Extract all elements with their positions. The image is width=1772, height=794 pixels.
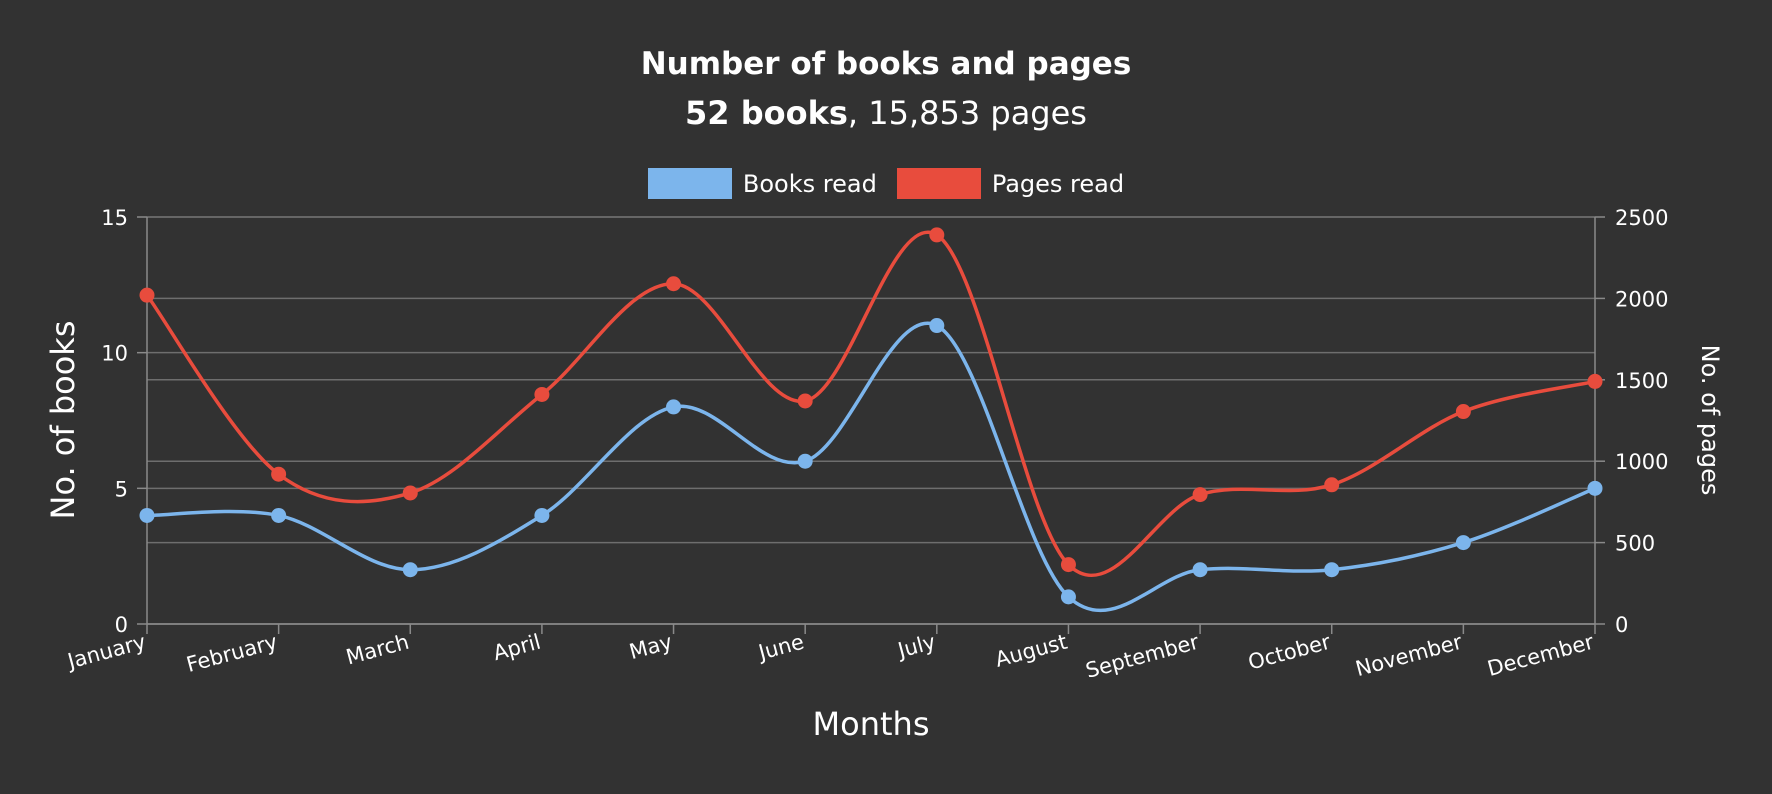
x-tick-label-july: July (893, 630, 938, 663)
data-point-pages-read-october (1324, 477, 1340, 493)
data-point-books-read-july (929, 318, 945, 334)
chart-subtitle: 52 books, 15,853 pages (0, 94, 1772, 132)
data-point-pages-read-january (139, 287, 155, 303)
data-point-books-read-june (797, 453, 813, 469)
data-point-pages-read-july (929, 227, 945, 243)
data-point-pages-read-march (402, 485, 418, 501)
y-axis-title-left: No. of books (44, 321, 82, 520)
subtitle-pages: , 15,853 pages (847, 94, 1087, 132)
legend-label-pages: Pages read (991, 169, 1125, 198)
data-point-books-read-september (1192, 562, 1208, 578)
data-point-books-read-august (1060, 589, 1076, 605)
y-tick-label-left: 5 (115, 477, 128, 501)
series-lines (145, 230, 1597, 613)
legend-item-pages[interactable]: Pages read (896, 168, 1125, 199)
x-tick-label-june: June (754, 630, 806, 666)
data-point-pages-read-may (666, 276, 682, 292)
x-tick-label-november: November (1353, 630, 1465, 682)
subtitle-books: 52 books (685, 94, 848, 132)
x-tick-label-january: January (63, 630, 148, 674)
data-point-books-read-may (666, 399, 682, 415)
x-tick-label-march: March (344, 630, 412, 670)
x-tick-label-april: April (491, 630, 544, 666)
axes: 0 5 10 15 0 500 1000 1500 2000 2500 January Februar… (63, 206, 1668, 683)
y-tick-label-left: 0 (115, 613, 128, 637)
legend-swatch-books (647, 168, 732, 199)
data-point-books-read-october (1324, 562, 1340, 578)
data-point-pages-read-april (534, 386, 550, 402)
x-tick-label-may: May (627, 630, 675, 664)
x-axis-title: Months (813, 705, 930, 743)
chart-title: Number of books and pages (640, 46, 1132, 82)
y-tick-label-left: 10 (101, 342, 128, 366)
x-tick-label-october: October (1246, 630, 1334, 675)
data-point-books-read-april (534, 507, 550, 523)
x-tick-label-february: February (184, 630, 280, 677)
data-point-pages-read-september (1192, 487, 1208, 503)
y-tick-label-right: 500 (1615, 532, 1655, 556)
data-point-books-read-november (1455, 535, 1471, 551)
data-point-pages-read-february (271, 466, 287, 482)
y-tick-label-right: 2000 (1615, 287, 1668, 311)
data-point-books-read-december (1587, 480, 1603, 496)
data-point-books-read-march (402, 562, 418, 578)
series-line-pages-read (145, 230, 1597, 577)
legend-item-books[interactable]: Books read (647, 168, 877, 199)
chart-legend: Books read Pages read (0, 168, 1772, 199)
data-point-pages-read-june (797, 393, 813, 409)
series-points (139, 227, 1603, 605)
data-point-books-read-february (271, 507, 287, 523)
y-axis-title-right: No. of pages (1696, 345, 1724, 496)
y-tick-label-right: 2500 (1615, 206, 1668, 230)
data-point-pages-read-august (1060, 557, 1076, 573)
data-point-pages-read-november (1455, 404, 1471, 420)
data-point-books-read-january (139, 507, 155, 523)
x-tick-label-august: August (993, 630, 1070, 672)
y-tick-label-right: 0 (1615, 613, 1628, 637)
y-tick-label-right: 1500 (1615, 369, 1668, 393)
y-tick-label-left: 15 (101, 206, 128, 230)
series-line-books-read (145, 321, 1597, 613)
x-tick-label-december: December (1485, 630, 1597, 681)
legend-swatch-pages (896, 168, 981, 199)
legend-label-books: Books read (742, 169, 877, 198)
x-tick-label-september: September (1083, 630, 1202, 683)
data-point-pages-read-december (1587, 373, 1603, 389)
y-tick-label-right: 1000 (1615, 450, 1668, 474)
